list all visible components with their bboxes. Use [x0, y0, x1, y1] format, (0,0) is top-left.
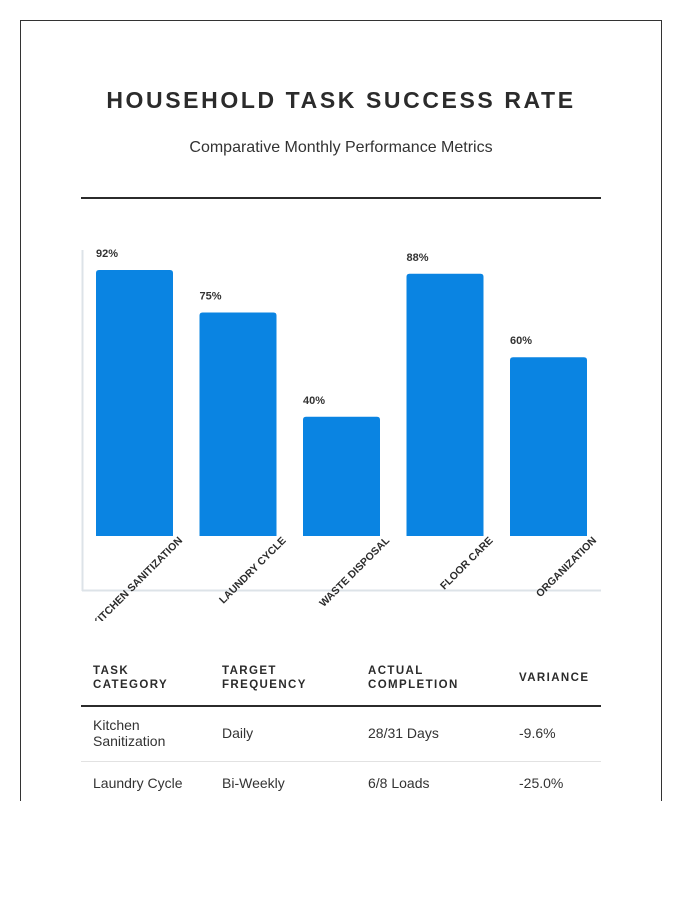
cell-target-frequency: Bi-Weekly	[222, 775, 285, 791]
data-label: 92%	[96, 248, 118, 260]
data-label: 75%	[200, 291, 222, 303]
header-actual-completion: ACTUAL COMPLETION	[368, 665, 459, 691]
bar	[199, 312, 277, 536]
cell-actual-completion: 6/8 Loads	[368, 775, 430, 791]
cell-target-frequency: Daily	[222, 725, 254, 741]
bar	[96, 270, 173, 536]
data-label: 88%	[407, 252, 429, 264]
cell-task-category: Kitchen Sanitization	[93, 717, 166, 749]
table-header: TASK CATEGORY TARGET FREQUENCY ACTUAL COMPL…	[81, 663, 601, 707]
data-label: 60%	[510, 335, 532, 347]
cell-variance: -9.6%	[519, 725, 556, 741]
header-target-frequency: TARGET FREQUENCY	[222, 665, 307, 691]
bar-chart: 92% KITCHEN SANITIZATION 75% LAUNDRY CYCLE 4…	[81, 248, 601, 621]
category-label: WASTE DISPOSAL	[317, 534, 392, 609]
cell-variance: -25.0%	[519, 775, 564, 791]
bar	[510, 357, 587, 536]
cell-task-category: Laundry Cycle	[93, 775, 183, 791]
table-row: Laundry Cycle Bi-Weekly 6/8 Loads -25.0%	[81, 762, 601, 801]
table-row: Kitchen Sanitization Daily 28/31 Days -9.…	[81, 705, 601, 762]
page-subtitle: Comparative Monthly Performance Metrics	[189, 139, 493, 156]
data-label: 40%	[303, 395, 325, 407]
category-label: FLOOR CARE	[438, 535, 496, 593]
bar	[406, 273, 484, 536]
page-title: HOUSEHOLD TASK SUCCESS RATE	[106, 87, 576, 113]
bar	[303, 416, 380, 536]
category-label: KITCHEN SANITIZATION	[90, 535, 185, 621]
header-variance: VARIANCE	[519, 672, 590, 684]
report-card: HOUSEHOLD TASK SUCCESS RATE Comparative …	[20, 20, 662, 801]
category-label: LAUNDRY CYCLE	[217, 535, 289, 607]
cell-actual-completion: 28/31 Days	[368, 725, 439, 741]
divider	[81, 197, 601, 199]
header-task-category: TASK CATEGORY	[93, 665, 169, 691]
